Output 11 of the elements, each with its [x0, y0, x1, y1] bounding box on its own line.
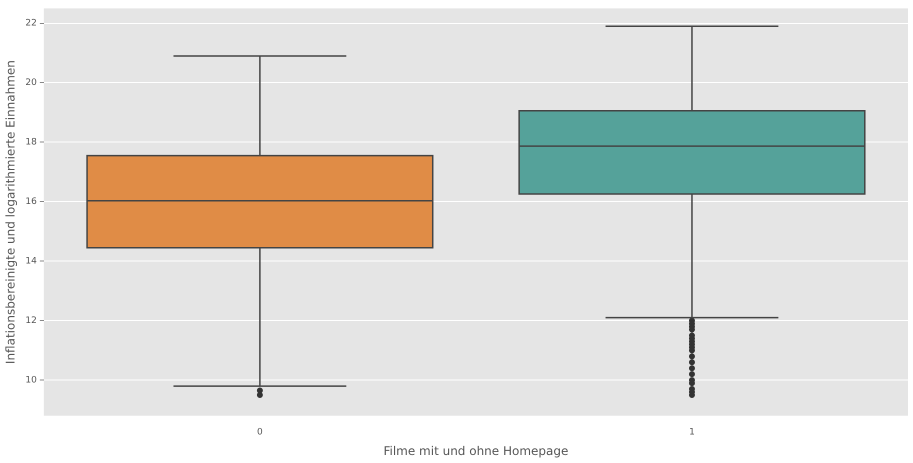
y-tick-label: 16 [25, 197, 38, 208]
x-tick-label: 1 [689, 428, 695, 438]
y-tick-label: 14 [25, 256, 38, 267]
y-tick-label: 12 [25, 316, 37, 326]
y-tick-label: 10 [25, 375, 38, 386]
x-tick-label: 0 [257, 428, 264, 438]
y-tick-label: 20 [25, 78, 38, 88]
y-tick-label: 22 [25, 18, 37, 29]
x-axis-title: Filme mit und ohne Homepage [383, 444, 568, 458]
y-axis-title: Inflationsbereinigte und logarithmierte Einnahmen [3, 60, 18, 364]
y-tick-label: 18 [25, 138, 38, 148]
